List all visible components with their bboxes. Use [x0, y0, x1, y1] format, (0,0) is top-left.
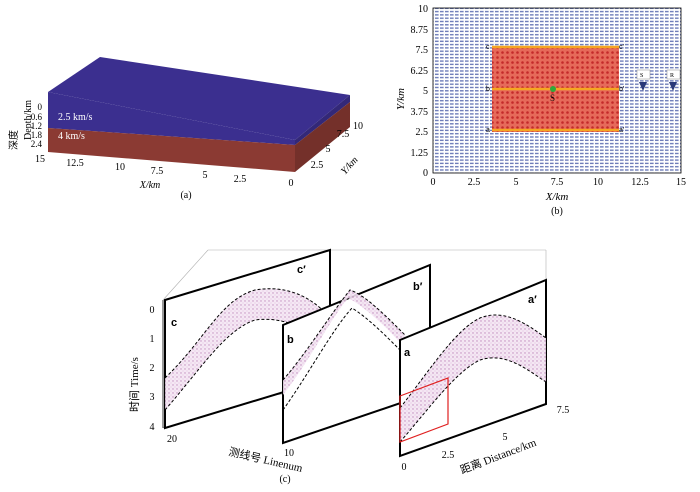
gather-a-label: a — [404, 347, 411, 359]
depth-tick-1: 0.6 — [31, 112, 43, 122]
y-tick-10: 10 — [353, 121, 363, 132]
y-axis-label: Y/km — [339, 155, 361, 177]
legend-source-text: S — [640, 73, 643, 79]
layer-side-upper — [295, 95, 350, 145]
depth-tick-2: 1.2 — [31, 121, 42, 131]
time-tick: 3 — [150, 392, 155, 403]
event-bot-b — [282, 307, 401, 411]
linenum-tick: 20 — [167, 434, 177, 445]
gather-b-prime-label: b′ — [413, 281, 423, 293]
gather-c-label: c — [171, 317, 177, 329]
distance-tick: 7.5 — [557, 405, 570, 416]
b-x-tick: 7.5 — [551, 177, 564, 188]
x-axis-label: X/km — [139, 180, 161, 191]
event-band-c — [165, 288, 330, 410]
line-a-start: a — [486, 127, 490, 134]
b-x-tick: 0 — [431, 177, 436, 188]
time-tick: 0 — [150, 305, 155, 316]
distance-tick: 2.5 — [442, 450, 455, 461]
linenum-tick: 10 — [284, 448, 294, 459]
time-tick: 1 — [150, 334, 155, 345]
line-c-start: c — [486, 44, 490, 51]
highlight-window — [399, 377, 449, 443]
depth-axis-label: Depth/km — [23, 100, 34, 140]
y-tick-5: 5 — [326, 144, 331, 155]
x-tick-10: 10 — [115, 162, 125, 173]
b-x-tick: 15 — [676, 177, 686, 188]
event-bot-a — [399, 357, 547, 443]
b-y-tick: 3.75 — [411, 107, 429, 118]
line-a-end: a′ — [619, 127, 625, 134]
b-y-axis-label: Y/km — [395, 88, 407, 110]
x-tick-5: 5 — [203, 170, 208, 181]
y-ticks-b: 0 1.25 2.5 3.75 5 6.25 7.5 8.75 10 — [411, 4, 429, 179]
event-band-b — [283, 290, 405, 395]
b-y-tick: 0 — [423, 168, 428, 179]
depth-tick-0: 0 — [38, 102, 43, 112]
depth-axis-label-cn: 深度 — [7, 130, 20, 150]
source-marker — [550, 86, 556, 92]
depth-tick-4: 2.4 — [31, 139, 43, 149]
panel-c-caption: (c) — [279, 474, 290, 485]
event-bot-c — [164, 318, 331, 411]
panel-c-3d-gathers: c c′ b b′ a a′ 0 1 2 3 4 时间 Time/s 20 10… — [128, 248, 570, 485]
b-y-tick: 8.75 — [411, 25, 429, 36]
panel-b-survey-layout: S c c′ b b′ a a′ S R 0 2.5 5 7.5 10 12.5… — [395, 4, 686, 217]
legend-box-source — [636, 69, 651, 80]
time-axis-label: 时间 Time/s — [128, 357, 141, 412]
b-y-tick: 2.5 — [416, 127, 429, 138]
event-band-a — [400, 314, 546, 442]
x-ticks-b: 0 2.5 5 7.5 10 12.5 15 — [431, 177, 687, 188]
y-tick-7-5: 7.5 — [337, 129, 350, 140]
legend-receiver-text: R — [670, 73, 674, 79]
b-x-tick: 5 — [514, 177, 519, 188]
event-top-c — [164, 288, 331, 379]
gather-c-prime-label: c′ — [297, 264, 306, 276]
x-tick-15: 15 — [35, 154, 45, 165]
gather-a-prime-label: a′ — [528, 294, 537, 306]
event-top-a — [399, 314, 547, 409]
b-x-tick: 10 — [593, 177, 603, 188]
source-label: S — [550, 93, 555, 103]
legend-source-triangle-icon — [639, 82, 647, 91]
line-c-end: c′ — [619, 44, 625, 51]
layer-2-velocity: 4 km/s — [58, 131, 85, 142]
panel-a-caption: (a) — [180, 190, 191, 201]
time-tick: 4 — [150, 422, 155, 433]
layer-side-lower — [295, 102, 350, 172]
layer-front-lower — [48, 128, 295, 172]
line-b-start: b — [486, 86, 490, 93]
b-y-tick: 5 — [423, 86, 428, 97]
layer-front-upper — [48, 92, 295, 145]
y-tick-2-5: 2.5 — [311, 160, 324, 171]
linenum-tick: 0 — [402, 462, 407, 473]
b-x-tick: 2.5 — [468, 177, 481, 188]
b-y-tick: 10 — [418, 4, 428, 15]
b-y-tick: 6.25 — [411, 66, 429, 77]
x-tick-12-5: 12.5 — [66, 158, 84, 169]
b-x-axis-label: X/km — [545, 191, 569, 203]
distance-axis-label: 距离 Distance/km — [458, 435, 538, 477]
panel-a-3d-model: 2.5 km/s 4 km/s 0 0.6 1.2 1.8 2.4 Depth/… — [7, 57, 363, 201]
layer-top-surface — [48, 57, 350, 140]
line-b-end: b′ — [619, 86, 625, 93]
time-tick: 2 — [150, 363, 155, 374]
depth-tick-3: 1.8 — [31, 130, 43, 140]
x-tick-2-5: 2.5 — [234, 174, 247, 185]
b-y-tick: 1.25 — [411, 148, 429, 159]
gather-b-label: b — [287, 334, 294, 346]
event-top-b — [282, 289, 406, 381]
b-y-tick: 7.5 — [416, 45, 429, 56]
layer-1-velocity: 2.5 km/s — [58, 112, 93, 123]
legend-receiver-triangle-icon — [669, 82, 677, 91]
x-tick-7-5: 7.5 — [151, 166, 164, 177]
distance-tick: 5 — [503, 432, 508, 443]
x-tick-0: 0 — [289, 178, 294, 189]
panel-b-caption: (b) — [551, 206, 563, 217]
b-x-tick: 12.5 — [631, 177, 649, 188]
legend-box-receiver — [666, 69, 681, 80]
